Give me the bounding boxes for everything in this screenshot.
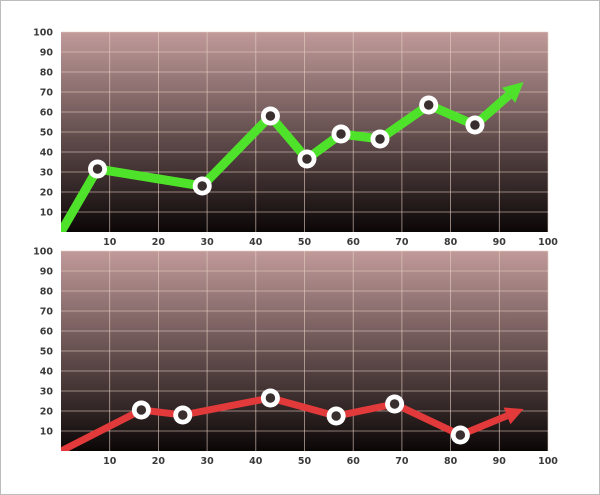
x-tick-label: 90 xyxy=(493,237,507,248)
x-tick-label: 80 xyxy=(444,237,458,248)
x-tick-label: 30 xyxy=(200,456,214,467)
y-tick-label: 60 xyxy=(40,108,54,119)
y-tick-label: 30 xyxy=(40,387,54,398)
x-tick-label: 40 xyxy=(249,456,263,467)
x-tick-label: 100 xyxy=(538,456,558,467)
series-arrowhead xyxy=(503,407,524,425)
data-point xyxy=(370,129,390,149)
x-tick-label: 70 xyxy=(395,456,409,467)
chart-panel-1: 10 20 30 40 50 60 70 80 90 100 10 20 30 40 50 60 70 80 90 1… xyxy=(33,28,558,249)
data-point xyxy=(260,106,280,126)
y-tick-label: 80 xyxy=(40,68,54,79)
x-tick-label: 30 xyxy=(200,237,214,248)
data-point xyxy=(173,405,193,425)
chart-panel-2: 10 20 30 40 50 60 70 80 90 100 10 20 30 40 50 60 70 80 90 1… xyxy=(33,247,558,468)
y-tick-label: 10 xyxy=(40,427,54,438)
y-tick-label: 40 xyxy=(40,148,54,159)
x-tick-label: 20 xyxy=(152,237,166,248)
data-point xyxy=(331,124,351,144)
data-point xyxy=(192,176,212,196)
y-tick-label: 100 xyxy=(33,247,53,258)
data-point xyxy=(450,425,470,445)
data-point xyxy=(260,388,280,408)
y-tick-label: 90 xyxy=(40,267,54,278)
x-tick-label: 80 xyxy=(444,456,458,467)
series-line xyxy=(61,91,512,232)
y-tick-label: 20 xyxy=(40,407,54,418)
x-tick-label: 90 xyxy=(493,456,507,467)
data-point xyxy=(465,115,485,135)
data-point xyxy=(88,159,108,179)
data-point xyxy=(131,400,151,420)
y-tick-label: 50 xyxy=(40,128,54,139)
y-tick-label: 80 xyxy=(40,287,54,298)
series-arrowhead xyxy=(502,82,524,103)
y-tick-label: 60 xyxy=(40,327,54,338)
y-tick-label: 50 xyxy=(40,347,54,358)
data-point xyxy=(326,406,346,426)
x-tick-label: 100 xyxy=(538,237,558,248)
y-tick-label: 40 xyxy=(40,367,54,378)
x-tick-label: 70 xyxy=(395,237,409,248)
y-tick-label: 90 xyxy=(40,48,54,59)
x-tick-label: 40 xyxy=(249,237,263,248)
x-tick-label: 10 xyxy=(103,237,117,248)
y-tick-label: 70 xyxy=(40,307,54,318)
y-tick-label: 30 xyxy=(40,168,54,179)
data-point xyxy=(297,149,317,169)
y-tick-label: 100 xyxy=(33,28,53,39)
x-tick-label: 60 xyxy=(347,456,361,467)
x-tick-label: 10 xyxy=(103,456,117,467)
x-tick-label: 50 xyxy=(298,237,312,248)
y-tick-label: 10 xyxy=(40,208,54,219)
x-tick-label: 50 xyxy=(298,456,312,467)
data-point xyxy=(385,394,405,414)
x-tick-label: 20 xyxy=(152,456,166,467)
y-tick-label: 20 xyxy=(40,188,54,199)
y-tick-label: 70 xyxy=(40,88,54,99)
x-tick-label: 60 xyxy=(347,237,361,248)
data-point xyxy=(419,95,439,115)
